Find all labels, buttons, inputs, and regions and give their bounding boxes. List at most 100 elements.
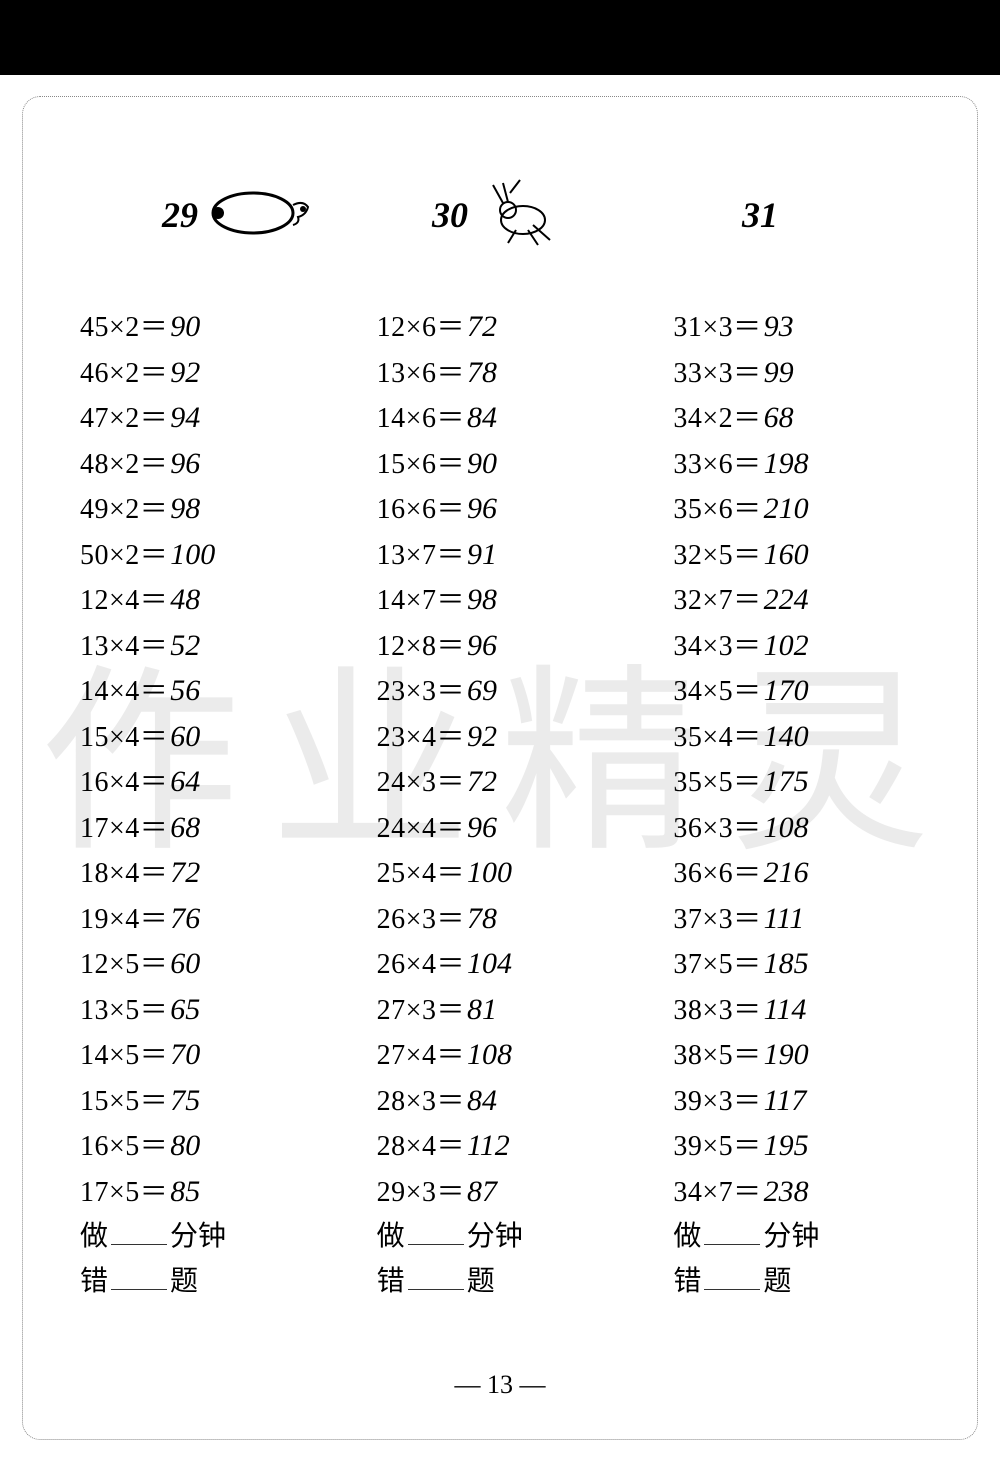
wrong-label: 错 xyxy=(80,1266,108,1297)
problem-row: 35×5＝175 xyxy=(673,760,920,806)
problem-expression: 27×4＝ xyxy=(377,1040,465,1071)
problem-answer: 92 xyxy=(467,720,497,753)
problem-answer: 93 xyxy=(764,310,794,343)
problem-row: 24×4＝96 xyxy=(377,806,624,852)
problem-row: 49×2＝98 xyxy=(80,487,327,533)
problem-answer: 216 xyxy=(764,856,809,889)
problem-answer: 195 xyxy=(764,1129,809,1162)
problem-expression: 14×7＝ xyxy=(377,585,465,616)
problem-expression: 24×4＝ xyxy=(377,813,465,844)
wrong-footer: 错题 xyxy=(377,1260,624,1305)
problem-answer: 60 xyxy=(170,947,200,980)
header-num-30: 30 xyxy=(432,194,468,236)
problem-expression: 38×3＝ xyxy=(673,995,761,1026)
problem-answer: 100 xyxy=(467,856,512,889)
problem-answer: 170 xyxy=(764,674,809,707)
problem-answer: 52 xyxy=(170,629,200,662)
problem-answer: 98 xyxy=(170,492,200,525)
problem-answer: 48 xyxy=(170,583,200,616)
problem-row: 16×5＝80 xyxy=(80,1124,327,1170)
problem-answer: 224 xyxy=(764,583,809,616)
problem-expression: 34×5＝ xyxy=(673,676,761,707)
problem-columns: 45×2＝9046×2＝9247×2＝9448×2＝9649×2＝9850×2＝… xyxy=(60,305,940,1304)
problem-row: 14×6＝84 xyxy=(377,396,624,442)
problem-answer: 92 xyxy=(170,356,200,389)
do-label: 做 xyxy=(377,1221,405,1252)
problem-answer: 111 xyxy=(764,902,805,935)
problem-answer: 72 xyxy=(467,310,497,343)
problem-expression: 15×4＝ xyxy=(80,722,168,753)
problem-answer: 185 xyxy=(764,947,809,980)
problem-expression: 27×3＝ xyxy=(377,995,465,1026)
problem-expression: 13×4＝ xyxy=(80,631,168,662)
wrong-blank[interactable] xyxy=(704,1289,760,1290)
worksheet-content: 29 30 xyxy=(0,175,1000,1304)
problem-expression: 48×2＝ xyxy=(80,449,168,480)
problem-row: 27×3＝81 xyxy=(377,988,624,1034)
problem-expression: 38×5＝ xyxy=(673,1040,761,1071)
problem-expression: 32×5＝ xyxy=(673,540,761,571)
header-group-29: 29 xyxy=(110,185,370,245)
problem-row: 50×2＝100 xyxy=(80,533,327,579)
problem-row: 39×3＝117 xyxy=(673,1079,920,1125)
header-num-31: 31 xyxy=(742,194,778,236)
top-black-bar xyxy=(0,0,1000,75)
wrong-blank[interactable] xyxy=(408,1289,464,1290)
problem-expression: 13×5＝ xyxy=(80,995,168,1026)
problem-expression: 13×6＝ xyxy=(377,358,465,389)
problem-expression: 17×5＝ xyxy=(80,1177,168,1208)
problem-row: 34×7＝238 xyxy=(673,1170,920,1216)
column-3: 31×3＝9333×3＝9934×2＝6833×6＝19835×6＝21032×… xyxy=(653,305,940,1304)
problem-expression: 12×8＝ xyxy=(377,631,465,662)
problem-expression: 18×4＝ xyxy=(80,858,168,889)
time-footer: 做分钟 xyxy=(80,1215,327,1260)
problem-expression: 13×7＝ xyxy=(377,540,465,571)
problem-row: 12×4＝48 xyxy=(80,578,327,624)
problem-expression: 25×4＝ xyxy=(377,858,465,889)
problem-answer: 175 xyxy=(764,765,809,798)
problem-expression: 15×6＝ xyxy=(377,449,465,480)
problem-answer: 210 xyxy=(764,492,809,525)
problem-row: 23×3＝69 xyxy=(377,669,624,715)
problem-answer: 140 xyxy=(764,720,809,753)
problem-expression: 14×4＝ xyxy=(80,676,168,707)
problem-expression: 31×3＝ xyxy=(673,312,761,343)
questions-label: 题 xyxy=(170,1266,198,1297)
cricket-icon xyxy=(478,175,568,255)
problem-row: 15×4＝60 xyxy=(80,715,327,761)
minutes-blank[interactable] xyxy=(704,1244,760,1245)
problem-row: 13×7＝91 xyxy=(377,533,624,579)
problem-expression: 34×7＝ xyxy=(673,1177,761,1208)
problem-expression: 33×6＝ xyxy=(673,449,761,480)
problem-row: 14×5＝70 xyxy=(80,1033,327,1079)
problem-row: 16×4＝64 xyxy=(80,760,327,806)
problem-answer: 85 xyxy=(170,1175,200,1208)
problem-row: 25×4＝100 xyxy=(377,851,624,897)
problem-answer: 78 xyxy=(467,356,497,389)
problem-expression: 28×3＝ xyxy=(377,1086,465,1117)
problem-expression: 16×5＝ xyxy=(80,1131,168,1162)
problem-expression: 35×5＝ xyxy=(673,767,761,798)
problem-row: 17×4＝68 xyxy=(80,806,327,852)
problem-expression: 33×3＝ xyxy=(673,358,761,389)
problem-expression: 19×4＝ xyxy=(80,904,168,935)
problem-answer: 160 xyxy=(764,538,809,571)
header-group-30: 30 xyxy=(370,175,630,255)
problem-row: 37×3＝111 xyxy=(673,897,920,943)
problem-row: 37×5＝185 xyxy=(673,942,920,988)
problem-row: 45×2＝90 xyxy=(80,305,327,351)
problem-row: 34×5＝170 xyxy=(673,669,920,715)
problem-row: 12×8＝96 xyxy=(377,624,624,670)
problem-expression: 12×4＝ xyxy=(80,585,168,616)
problem-expression: 26×3＝ xyxy=(377,904,465,935)
problem-answer: 80 xyxy=(170,1129,200,1162)
problem-expression: 12×5＝ xyxy=(80,949,168,980)
time-footer: 做分钟 xyxy=(377,1215,624,1260)
problem-answer: 56 xyxy=(170,674,200,707)
wrong-blank[interactable] xyxy=(111,1289,167,1290)
minutes-blank[interactable] xyxy=(408,1244,464,1245)
problem-row: 12×6＝72 xyxy=(377,305,624,351)
column-headers: 29 30 xyxy=(60,175,940,255)
minutes-blank[interactable] xyxy=(111,1244,167,1245)
problem-answer: 78 xyxy=(467,902,497,935)
